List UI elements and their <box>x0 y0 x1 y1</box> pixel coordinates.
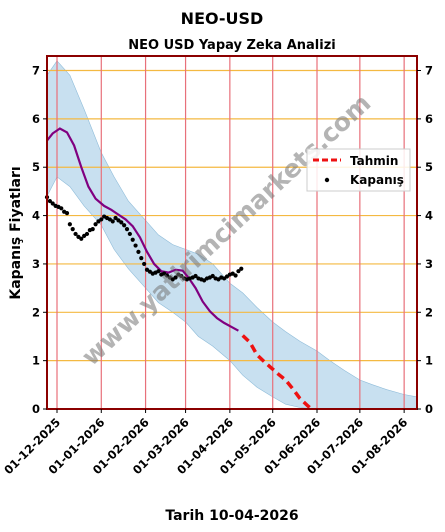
close-price-point <box>130 237 135 242</box>
close-price-point <box>239 266 244 271</box>
close-price-point <box>79 236 84 241</box>
plot-frame <box>46 55 418 410</box>
y-tick-label-right: 0 <box>425 402 433 416</box>
legend-box <box>306 148 411 192</box>
close-price-point <box>193 273 198 279</box>
close-price-point <box>47 198 52 204</box>
y-tick-label-right: 2 <box>425 305 433 319</box>
close-price-point <box>136 249 141 254</box>
y-tick-label-right: 4 <box>425 209 433 223</box>
series-layer <box>44 127 313 411</box>
y-tick-label-left: 2 <box>32 305 40 319</box>
close-price-point <box>139 256 144 261</box>
close-price-point <box>70 227 75 232</box>
close-price-point <box>50 201 55 206</box>
close-price-point <box>73 231 78 237</box>
close-price-point <box>156 269 161 274</box>
legend-label-close: Kapanış <box>350 173 404 187</box>
close-price-point <box>173 275 178 280</box>
close-price-point <box>67 222 72 227</box>
close-price-point <box>90 227 95 232</box>
y-tick-label-right: 6 <box>425 112 433 126</box>
y-tick-label-right: 1 <box>425 354 433 368</box>
close-price-point <box>233 273 238 278</box>
y-axis-label: Kapanış Fiyatları <box>8 166 24 299</box>
footer-date: Tarih 10-04-2026 <box>165 508 298 524</box>
close-price-point <box>133 243 138 248</box>
y-tick-label-left: 0 <box>32 402 40 416</box>
close-price-point <box>142 261 147 267</box>
close-price-point <box>124 227 130 232</box>
legend-close-swatch <box>324 177 330 183</box>
legend: Tahmin Kapanış <box>306 148 411 192</box>
page-title: NEO-USD <box>181 9 264 28</box>
grid-layer <box>47 56 417 409</box>
y-tick-label-right: 3 <box>425 257 433 271</box>
close-price-point <box>84 231 90 237</box>
close-price-point <box>64 211 70 216</box>
y-tick-label-left: 4 <box>32 209 40 223</box>
legend-label-forecast: Tahmin <box>350 154 398 168</box>
y-tick-label-right: 7 <box>425 64 433 78</box>
close-price-point <box>127 231 132 237</box>
forecast-line <box>241 334 313 411</box>
chart-title: NEO USD Yapay Zeka Analizi <box>128 38 335 53</box>
close-price-point <box>122 223 127 228</box>
y-tick-label-left: 3 <box>32 257 40 271</box>
y-tick-label-left: 6 <box>32 112 40 126</box>
close-price-point <box>93 222 98 227</box>
model-line <box>46 127 239 332</box>
close-price-point <box>110 219 115 224</box>
close-price-point <box>99 217 104 222</box>
close-price-point <box>179 273 184 279</box>
close-price-point <box>113 215 118 221</box>
close-price-point <box>210 273 215 279</box>
y-tick-label-left: 1 <box>32 354 40 368</box>
y-tick-label-left: 7 <box>32 64 40 78</box>
close-price-point <box>119 220 124 225</box>
close-price-point <box>236 269 241 274</box>
close-price-point <box>59 206 64 211</box>
y-tick-label-right: 5 <box>425 160 433 174</box>
y-tick-label-left: 5 <box>32 160 40 174</box>
